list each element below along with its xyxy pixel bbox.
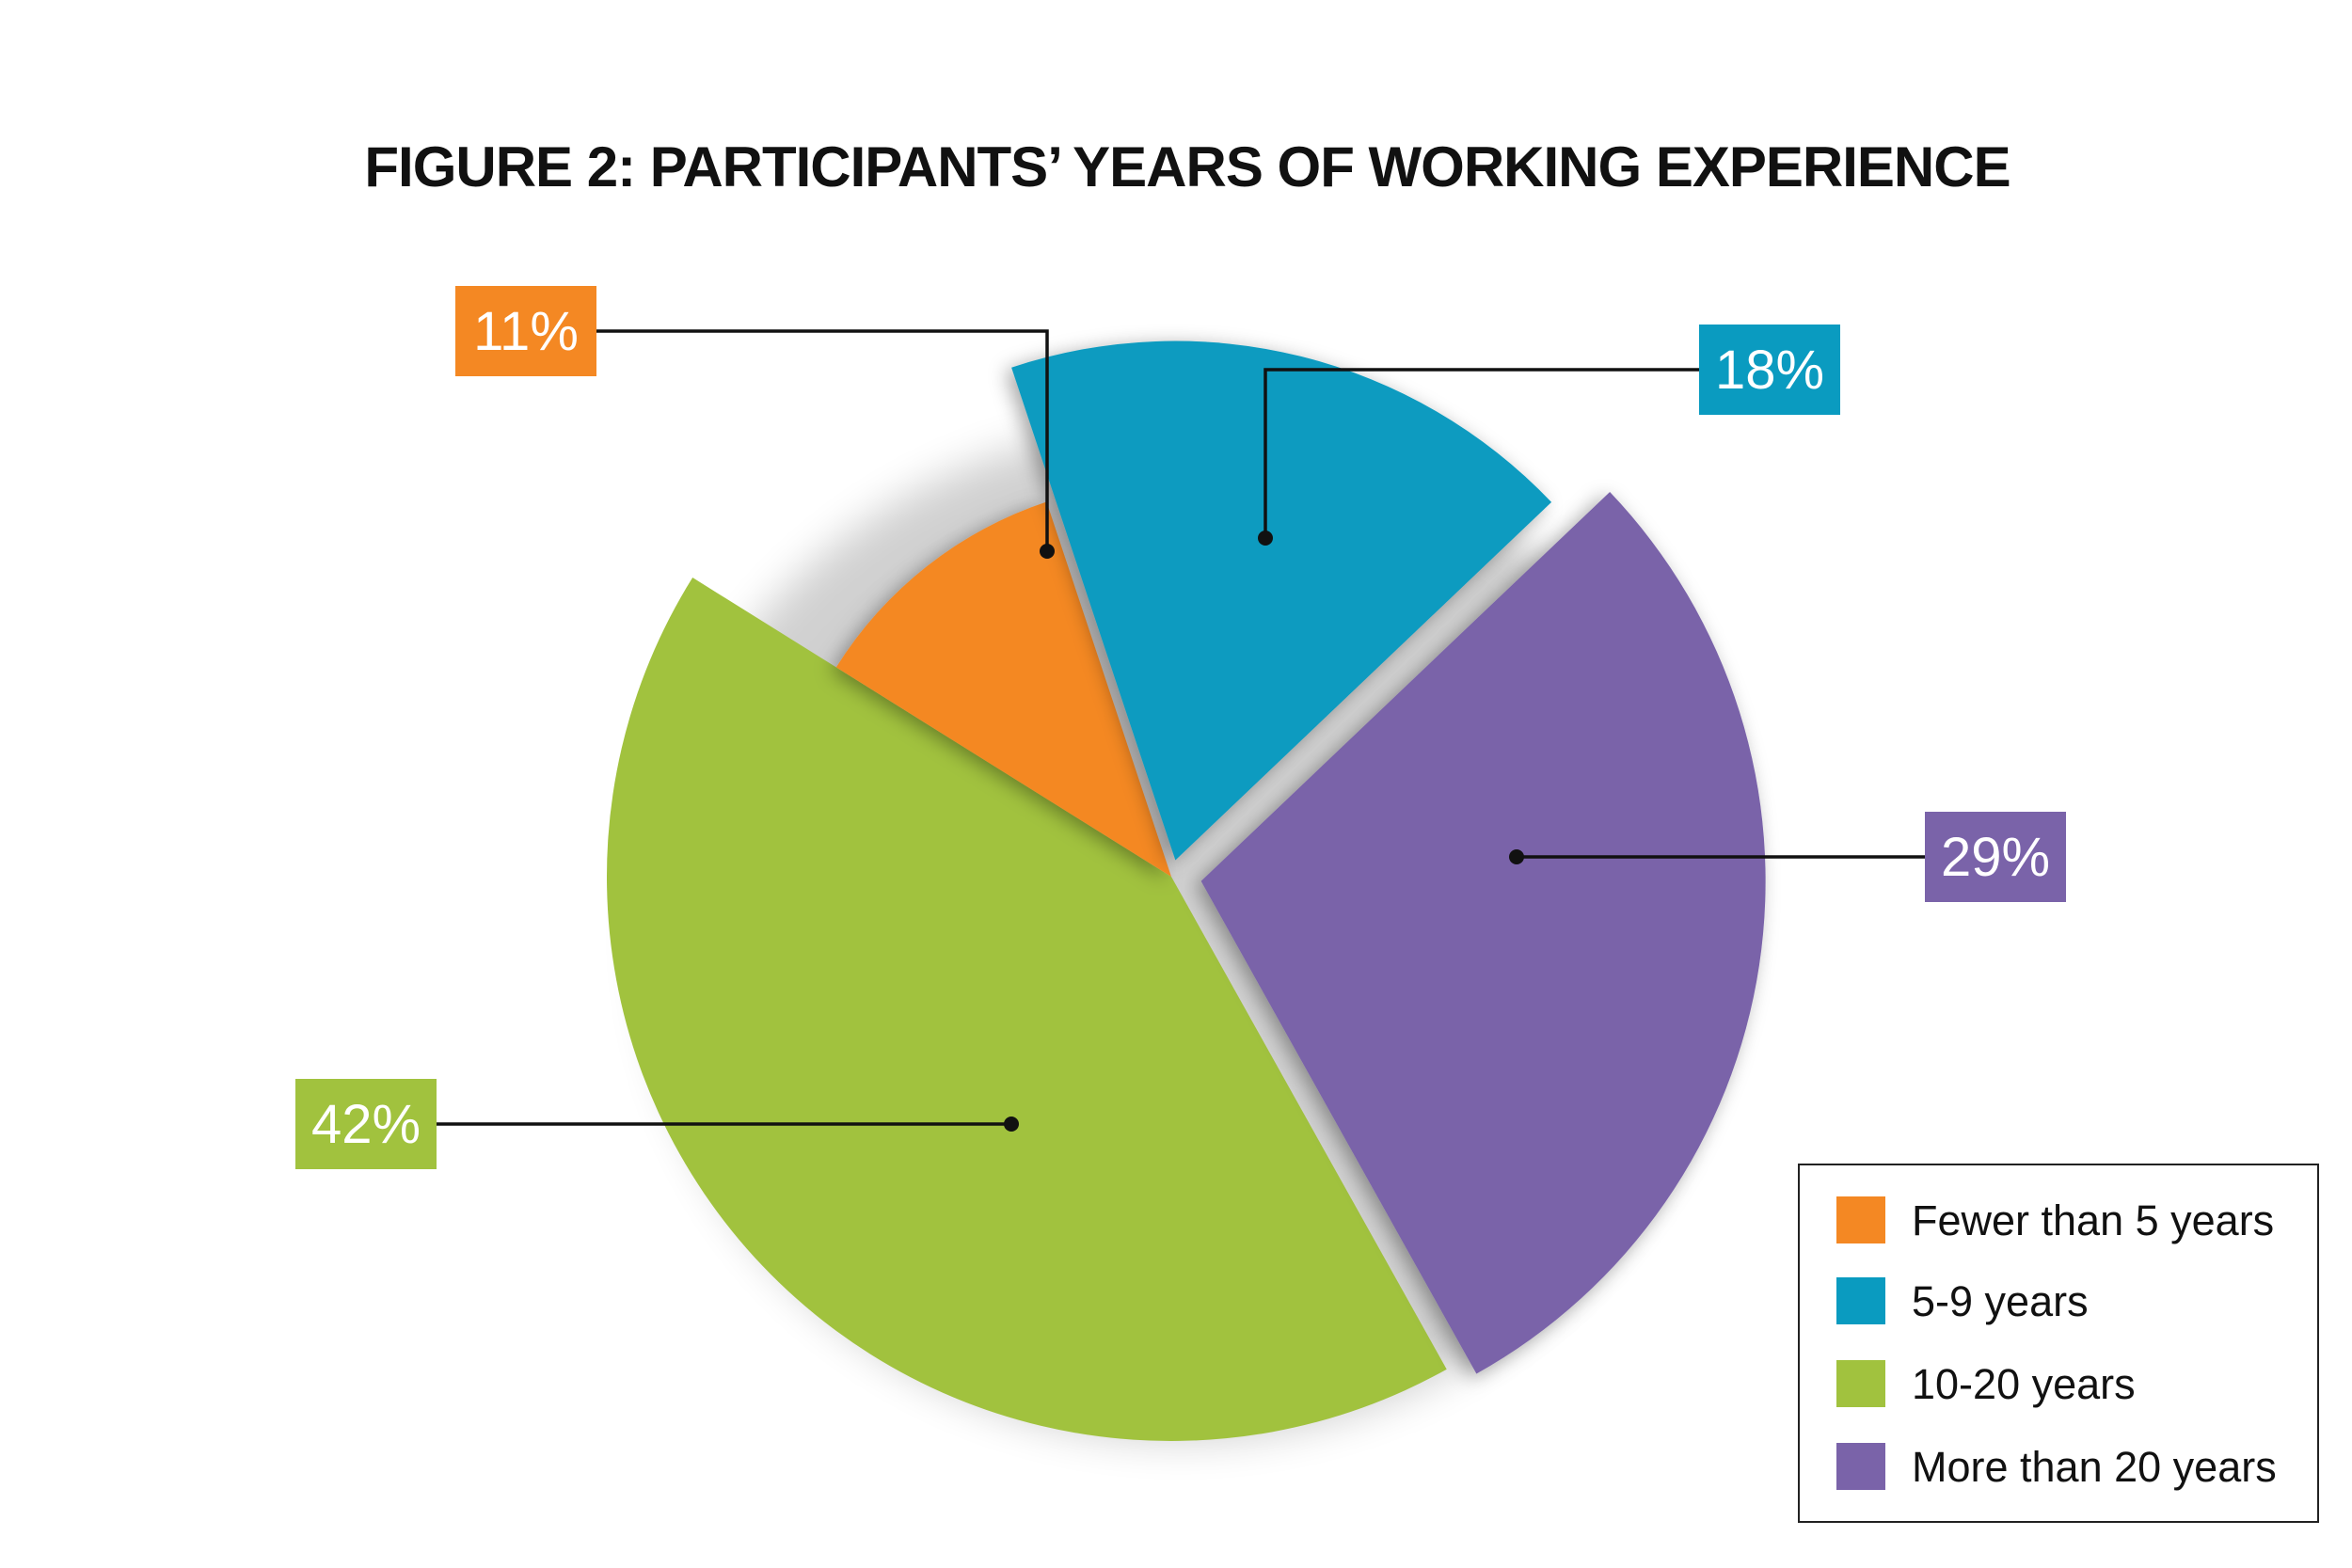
legend-label-5-9: 5-9 years bbox=[1912, 1277, 2089, 1325]
legend-label-more-than-20: More than 20 years bbox=[1912, 1443, 2277, 1491]
percent-tag bbox=[1925, 812, 2066, 902]
legend: Fewer than 5 years 5-9 years 10-20 years… bbox=[1798, 1164, 2319, 1523]
slice-callouts: 11% 18% 29% 42% bbox=[295, 286, 2066, 1169]
percent-label: 18% bbox=[1715, 340, 1824, 401]
legend-swatch-more-than-20 bbox=[1836, 1443, 1885, 1490]
legend-swatch-5-9 bbox=[1836, 1277, 1885, 1324]
percent-label: 11% bbox=[473, 301, 579, 362]
leader-line bbox=[1263, 368, 1699, 538]
leader-dot bbox=[1509, 849, 1524, 864]
legend-label-fewer-than-5: Fewer than 5 years bbox=[1912, 1196, 2274, 1244]
percent-tag bbox=[295, 1079, 437, 1169]
percent-label: 29% bbox=[1941, 827, 2050, 888]
leader-line bbox=[596, 329, 1049, 551]
percent-label: 42% bbox=[311, 1094, 421, 1155]
pie-slices bbox=[607, 341, 1766, 1442]
percent-tag bbox=[455, 286, 596, 376]
pie-slice-fewer-than-5-years bbox=[835, 501, 1171, 877]
pie-slice-5-9-years bbox=[1011, 341, 1552, 861]
leader-dot bbox=[1004, 1117, 1019, 1132]
pie-slice-more-than-20-years bbox=[1200, 492, 1766, 1374]
leader-dot bbox=[1040, 544, 1055, 559]
chart-title: FIGURE 2: PARTICIPANTS’ YEARS OF WORKING… bbox=[364, 135, 2010, 198]
leader-dot bbox=[1258, 531, 1273, 546]
pie-slice-10-20-years bbox=[607, 578, 1447, 1442]
percent-tag bbox=[1699, 325, 1840, 415]
legend-label-10-20: 10-20 years bbox=[1912, 1360, 2136, 1408]
legend-swatch-10-20 bbox=[1836, 1360, 1885, 1407]
legend-swatch-fewer-than-5 bbox=[1836, 1196, 1885, 1243]
